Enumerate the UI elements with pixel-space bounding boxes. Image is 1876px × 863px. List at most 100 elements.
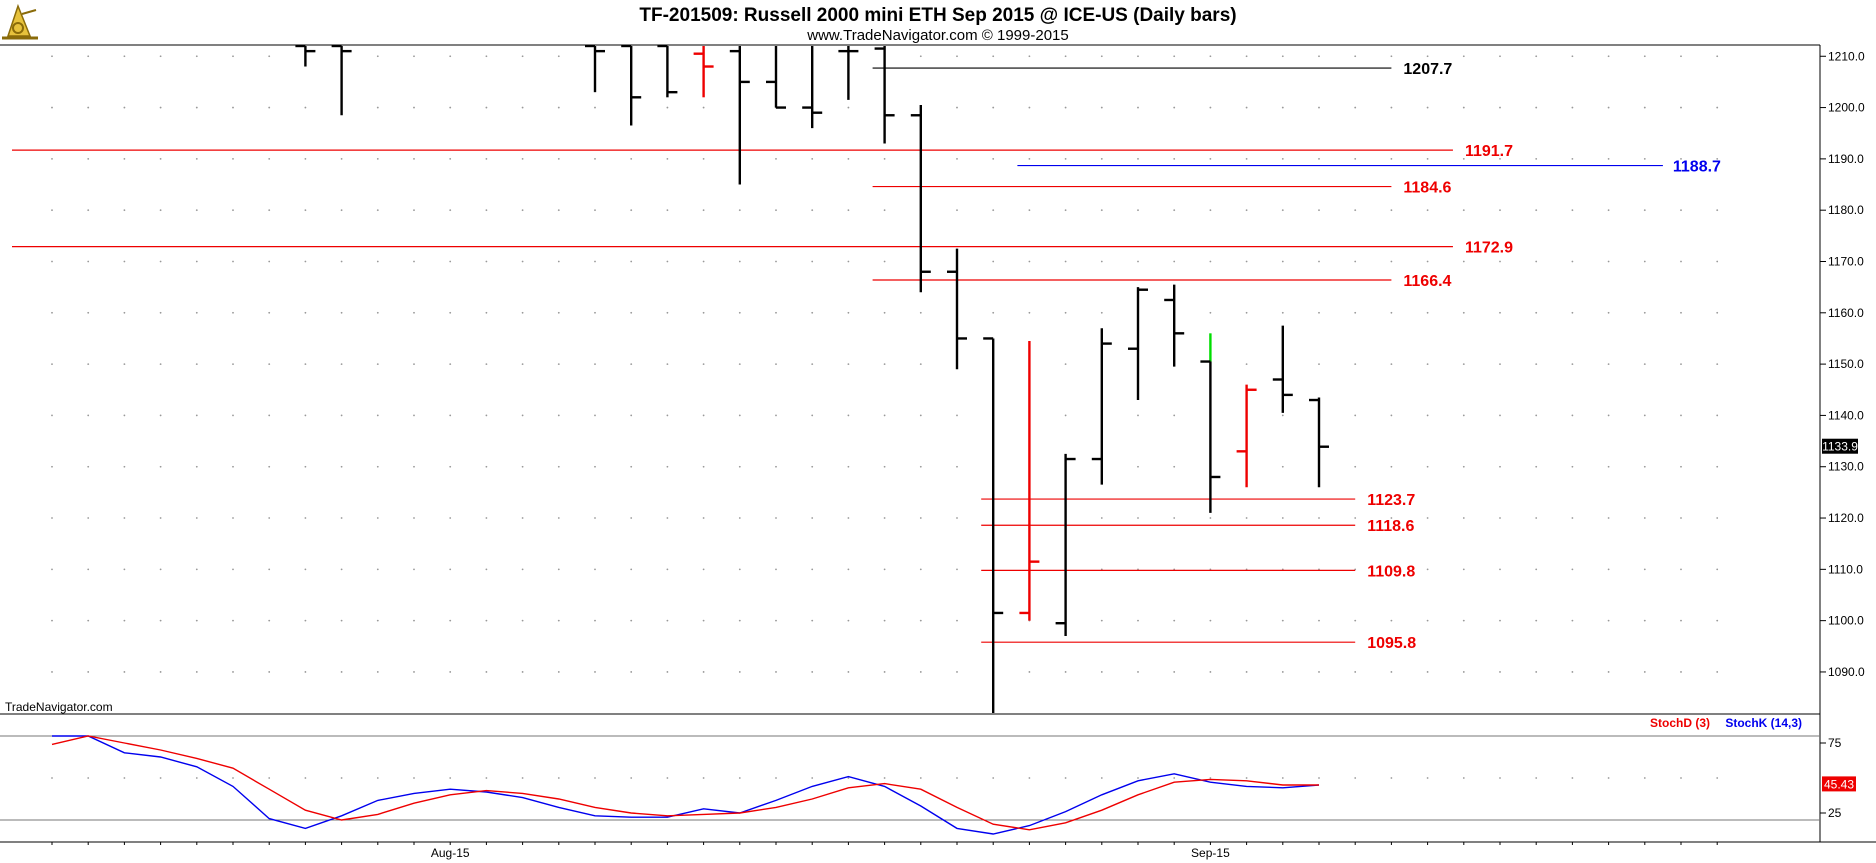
price-tick-label: 1090.0 [1828, 665, 1865, 679]
grid-dot [956, 619, 958, 622]
grid-dot [1426, 260, 1429, 263]
grid-dot [992, 777, 995, 779]
grid-dot [1137, 157, 1139, 160]
grid-dot [485, 363, 488, 366]
grid-dot [919, 311, 922, 314]
grid-dot [1462, 517, 1465, 519]
grid-dot [159, 619, 162, 622]
grid-dot [123, 568, 126, 571]
grid-dot [1499, 106, 1501, 109]
grid-dot [883, 209, 886, 212]
grid-dot [1318, 55, 1320, 58]
grid-dot [1209, 209, 1212, 212]
grid-dot [1571, 363, 1574, 366]
grid-dot [304, 157, 307, 160]
ohlc-bar [585, 44, 605, 93]
grid-dot [1318, 517, 1320, 519]
grid-dot [594, 568, 596, 571]
price-tick-label: 1150.0 [1828, 357, 1864, 371]
grid-dot [1318, 363, 1320, 366]
grid-dot [521, 414, 524, 417]
grid-dot [1028, 260, 1031, 263]
grid-dot [449, 106, 452, 109]
grid-dot [1137, 517, 1139, 519]
grid-dot [340, 671, 343, 673]
grid-dot [594, 619, 596, 622]
grid-dot [1354, 517, 1357, 519]
grid-dot [1281, 55, 1284, 58]
grid-dot [847, 465, 850, 468]
grid-dot [1535, 260, 1538, 263]
grid-dot [1390, 517, 1393, 519]
grid-dot [485, 671, 488, 673]
grid-dot [1571, 517, 1574, 519]
grid-dot [1571, 260, 1574, 263]
grid-dot [1426, 363, 1429, 366]
grid-dot [992, 106, 995, 109]
grid-dot [376, 363, 379, 366]
grid-dot [1028, 106, 1031, 109]
grid-dot [340, 157, 343, 160]
grid-dot [1716, 671, 1719, 673]
grid-dot [232, 619, 234, 622]
grid-dot [702, 671, 705, 673]
grid-dot [557, 671, 560, 673]
price-tick-label: 1170.0 [1828, 254, 1864, 268]
price-grid [51, 55, 1719, 673]
grid-dot [413, 465, 415, 468]
grid-dot [449, 363, 452, 366]
grid-dot [1716, 777, 1719, 779]
grid-dot [51, 465, 53, 468]
level-label: 1118.6 [1367, 518, 1414, 535]
grid-dot [1028, 777, 1031, 779]
grid-dot [1137, 260, 1139, 263]
stochd-line [51, 735, 1319, 831]
grid-dot [666, 157, 669, 160]
grid-dot [1354, 619, 1357, 622]
grid-dot [1716, 363, 1719, 366]
grid-dot [521, 777, 524, 779]
level-label: 1207.7 [1403, 61, 1452, 78]
level-label: 1109.8 [1367, 563, 1415, 580]
grid-dot [1354, 414, 1357, 417]
grid-dot [557, 106, 560, 109]
grid-dot [1535, 157, 1538, 160]
grid-dot [956, 465, 958, 468]
grid-dot [413, 414, 415, 417]
grid-dot [630, 568, 633, 571]
level-label: 1095.8 [1367, 635, 1416, 652]
grid-dot [51, 311, 53, 314]
level-label: 1123.7 [1367, 492, 1415, 509]
grid-dot [1390, 106, 1393, 109]
grid-dot [1064, 671, 1067, 673]
grid-dot [51, 568, 53, 571]
grid-dot [702, 517, 705, 519]
ohlc-bar [1236, 384, 1257, 488]
grid-dot [376, 260, 379, 263]
grid-dot [1607, 363, 1610, 366]
grid-dot [919, 55, 922, 58]
grid-dot [340, 414, 343, 417]
grid-dot [1643, 157, 1646, 160]
grid-dot [1064, 777, 1067, 779]
grid-dot [1716, 568, 1719, 571]
stoch-axis: 75 25 [1820, 736, 1842, 820]
grid-dot [376, 106, 379, 109]
grid-dot [232, 671, 234, 673]
grid-dot [557, 311, 560, 314]
grid-dot [666, 414, 669, 417]
grid-dot [1535, 209, 1538, 212]
ohlc-bar [1055, 453, 1076, 637]
grid-dot [87, 517, 90, 519]
grid-dot [413, 619, 415, 622]
grid-dot [195, 465, 198, 468]
grid-dot [883, 619, 886, 622]
grid-dot [51, 55, 53, 58]
grid-dot [992, 157, 995, 160]
grid-dot [1281, 260, 1284, 263]
grid-dot [1535, 465, 1538, 468]
grid-dot [87, 619, 90, 622]
grid-dot [738, 777, 741, 779]
grid-dot [268, 568, 271, 571]
grid-dot [232, 157, 234, 160]
